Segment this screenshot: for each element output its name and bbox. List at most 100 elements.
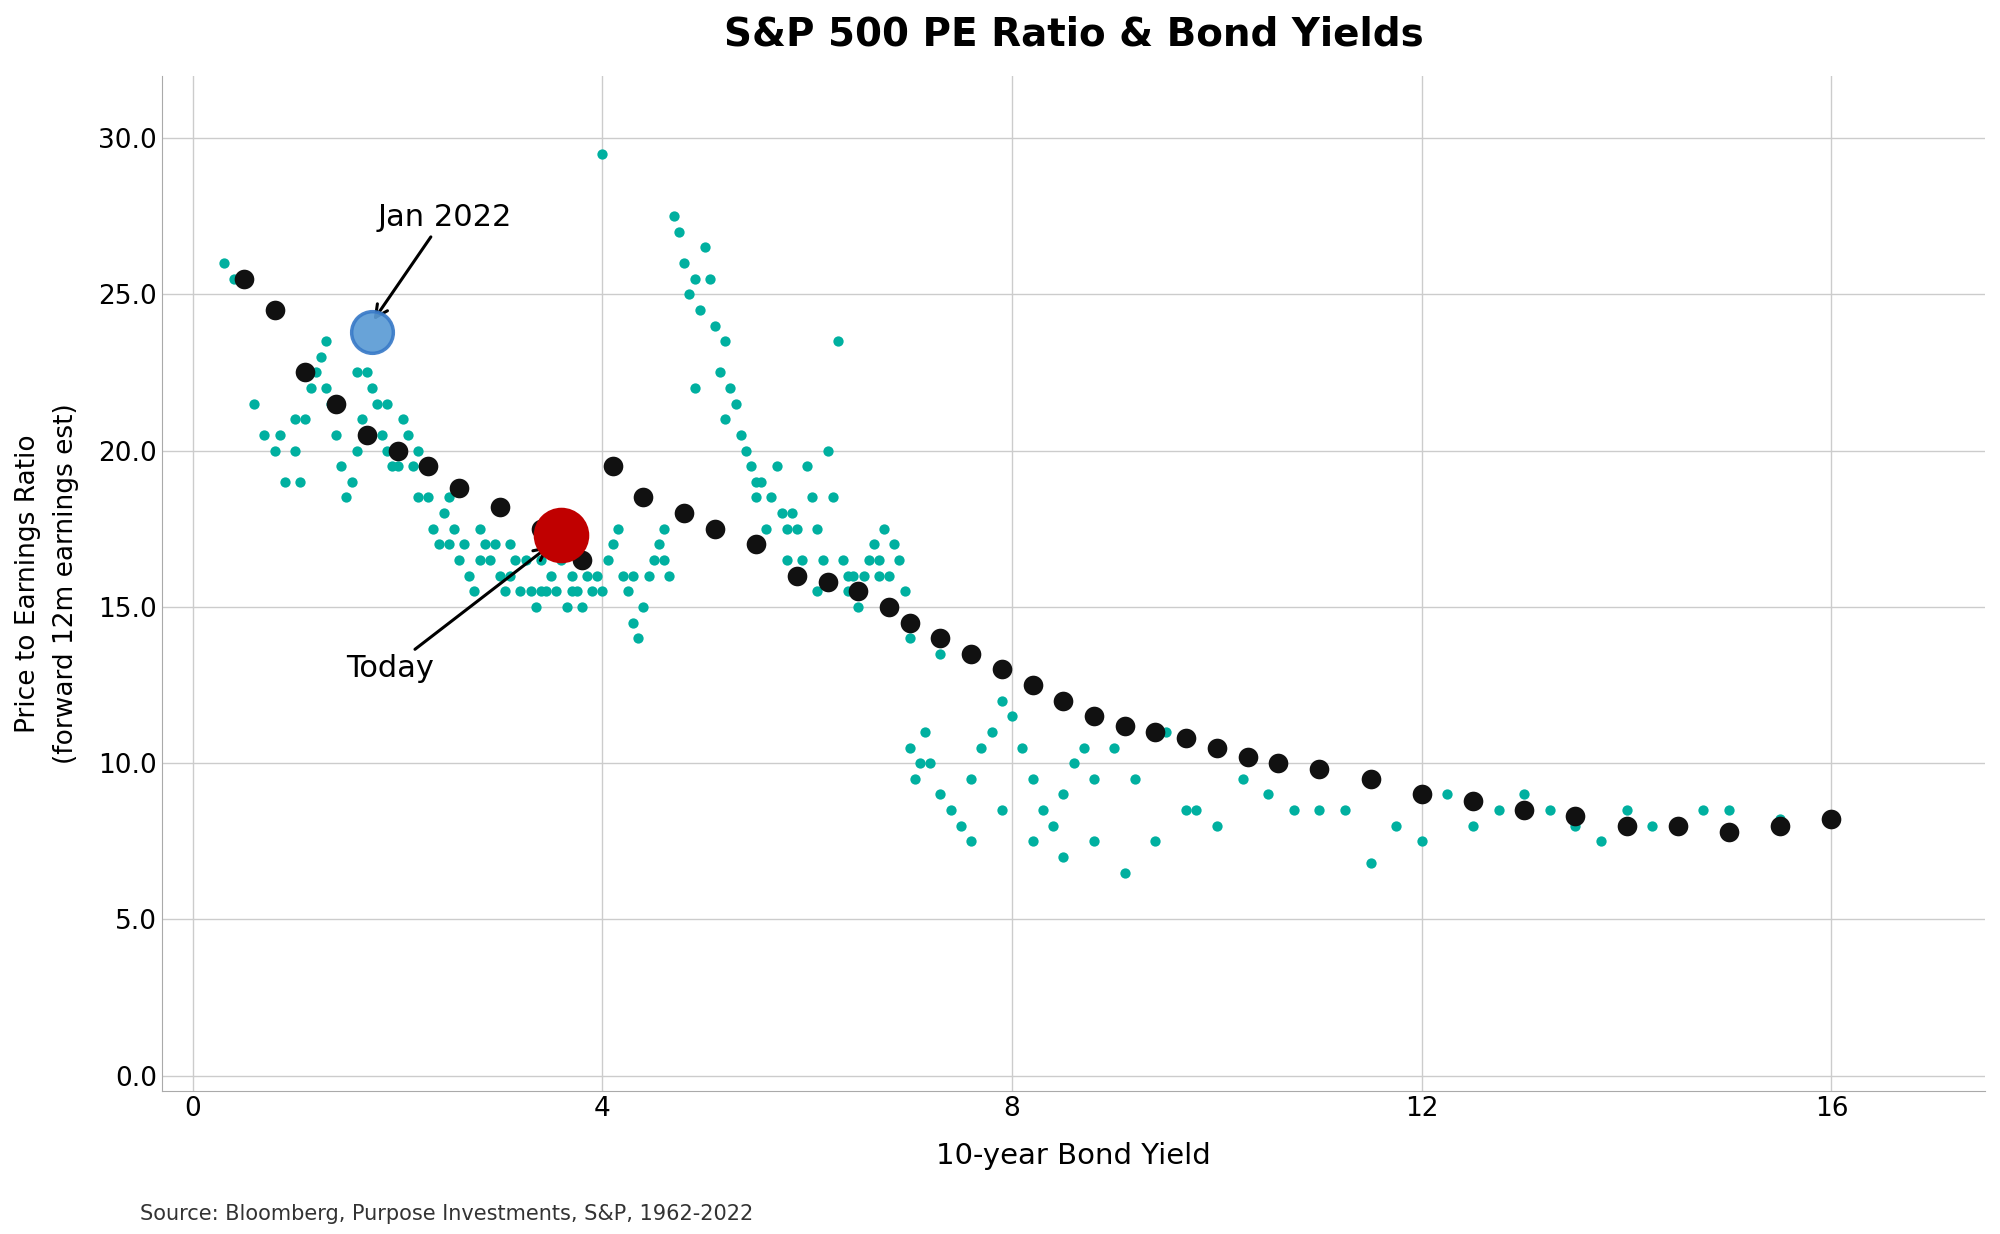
Point: [648, 518, 680, 538]
Point: [444, 479, 476, 499]
Point: [1406, 832, 1438, 851]
Point: [862, 550, 894, 570]
Point: [1078, 706, 1110, 726]
Point: [402, 487, 434, 507]
Point: [280, 410, 312, 429]
Point: [1006, 738, 1038, 758]
Point: [806, 550, 838, 570]
Point: [966, 738, 998, 758]
Point: [566, 550, 598, 570]
Point: [1140, 832, 1172, 851]
Point: [228, 271, 260, 291]
Point: [832, 565, 864, 585]
Point: [740, 534, 772, 554]
Point: [540, 581, 572, 601]
Point: [504, 581, 536, 601]
Point: [832, 581, 864, 601]
Point: [1354, 769, 1386, 789]
Point: [428, 503, 460, 523]
Point: [1048, 691, 1080, 711]
Point: [700, 316, 732, 336]
Point: [944, 816, 976, 835]
Point: [356, 322, 388, 342]
Point: [1508, 800, 1540, 819]
Point: [432, 534, 464, 554]
Point: [320, 426, 352, 445]
Point: [802, 581, 834, 601]
Point: [596, 534, 628, 554]
Point: [956, 644, 988, 664]
Point: [1016, 832, 1048, 851]
Point: [700, 518, 732, 538]
Point: [782, 518, 814, 538]
Point: [1456, 816, 1488, 835]
Point: [602, 518, 634, 538]
Point: [468, 534, 500, 554]
Point: [632, 565, 664, 585]
Point: [1610, 800, 1642, 819]
Point: [802, 518, 834, 538]
Point: [688, 238, 720, 258]
Point: [740, 471, 772, 491]
Point: [740, 487, 772, 507]
Point: [382, 441, 414, 460]
Point: [290, 363, 322, 383]
Point: [412, 457, 444, 476]
Point: [264, 426, 296, 445]
Point: [432, 487, 464, 507]
Point: [560, 581, 592, 601]
Point: [888, 581, 920, 601]
Point: [422, 534, 454, 554]
Point: [340, 441, 372, 460]
Point: [1328, 800, 1360, 819]
Point: [1662, 816, 1694, 835]
Point: [782, 565, 814, 585]
Point: [730, 441, 762, 460]
Point: [1016, 675, 1048, 695]
Point: [1140, 722, 1172, 742]
Point: [350, 426, 382, 445]
Point: [848, 565, 880, 585]
Point: [1038, 816, 1070, 835]
Point: [520, 597, 552, 617]
Point: [304, 347, 336, 366]
Point: [704, 363, 736, 383]
Point: [248, 426, 280, 445]
Point: [356, 379, 388, 399]
Point: [776, 503, 808, 523]
Point: [454, 565, 486, 585]
Point: [494, 565, 526, 585]
Point: [710, 410, 742, 429]
Point: [208, 253, 240, 273]
Point: [1354, 853, 1386, 872]
Point: [556, 581, 588, 601]
Point: [340, 363, 372, 383]
Point: [874, 597, 906, 617]
Point: [514, 581, 546, 601]
Point: [1764, 810, 1796, 829]
Point: [346, 410, 378, 429]
Point: [694, 269, 726, 289]
Point: [1170, 800, 1202, 819]
Point: [464, 550, 496, 570]
Title: S&P 500 PE Ratio & Bond Yields: S&P 500 PE Ratio & Bond Yields: [724, 15, 1424, 53]
Point: [1456, 791, 1488, 811]
Point: [1482, 800, 1514, 819]
Point: [396, 457, 428, 476]
Point: [852, 550, 884, 570]
Text: Jan 2022: Jan 2022: [376, 202, 512, 317]
Point: [1058, 753, 1090, 772]
Point: [1200, 738, 1232, 758]
Point: [536, 565, 568, 585]
Point: [1108, 863, 1140, 882]
Point: [474, 550, 506, 570]
Point: [294, 379, 326, 399]
Point: [572, 565, 604, 585]
Point: [838, 565, 870, 585]
Point: [770, 518, 802, 538]
Point: [612, 581, 644, 601]
Point: [842, 581, 874, 601]
Point: [336, 471, 368, 491]
Point: [268, 471, 300, 491]
Point: [524, 518, 556, 538]
